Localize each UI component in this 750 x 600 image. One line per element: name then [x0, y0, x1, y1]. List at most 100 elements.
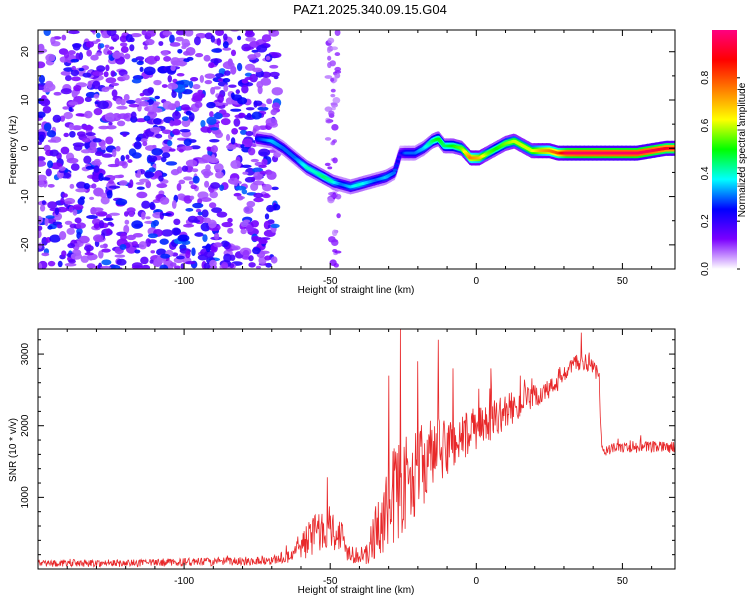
spectrogram-cell	[140, 256, 149, 265]
spectrogram-cell	[245, 107, 255, 111]
spectrogram-cell	[185, 261, 196, 265]
spectrogram-cell	[184, 30, 194, 37]
spectrogram-cell	[98, 220, 105, 229]
spectrogram-cell	[167, 74, 173, 83]
spectrogram-cell	[199, 74, 205, 83]
spectrogram-cell	[189, 195, 195, 200]
spectrogram-cell	[120, 155, 125, 162]
spectrogram-cell	[264, 213, 270, 220]
spectrogram-cell	[183, 223, 195, 228]
spectrogram-cell	[143, 66, 156, 76]
spectrogram-cell	[89, 140, 97, 150]
spectrogram-cell	[230, 160, 242, 169]
spectrogram-cell	[192, 175, 200, 184]
spectrogram-cell	[252, 247, 261, 255]
spectrogram-cell	[265, 55, 271, 61]
spectrogram-cell	[248, 262, 256, 268]
spectrogram-cell	[253, 192, 264, 199]
spectrogram-cell	[217, 94, 224, 103]
spectrogram-cell	[393, 168, 398, 172]
spectrogram-cell	[156, 183, 168, 189]
spectrogram-cell	[101, 259, 112, 266]
spectrogram-cells	[38, 30, 675, 269]
spectrogram-cell	[253, 197, 264, 203]
spectrogram-cell	[162, 30, 173, 36]
spectrogram-cell	[167, 82, 179, 90]
spectrogram-cell	[209, 138, 220, 143]
spectrogram-cell	[73, 84, 82, 92]
spectrogram-cell	[185, 110, 192, 116]
spectrogram-cell	[161, 84, 168, 89]
spectrogram-cell	[149, 259, 154, 264]
spectrogram-cell	[252, 180, 265, 186]
spectrogram-cell	[227, 227, 234, 234]
spectrogram-cell	[248, 255, 254, 262]
spectrogram-cell	[191, 219, 201, 223]
spectrogram-cell	[191, 247, 196, 257]
spectrogram-cell	[249, 73, 258, 83]
spectrogram-cell	[258, 164, 267, 168]
spectrogram-cell	[203, 170, 211, 179]
spectrogram-cell	[231, 127, 239, 135]
spectrogram-cell	[144, 171, 155, 178]
spectrogram-cell	[147, 155, 158, 163]
spectrogram-cell	[395, 159, 401, 163]
x-tick-label: 0	[474, 276, 480, 287]
spectrogram-cell	[83, 155, 92, 164]
spectrogram-cell	[332, 97, 341, 104]
spectrogram-frame	[37, 29, 676, 270]
spectrogram-cell	[210, 145, 218, 153]
spectrogram-cell	[131, 220, 143, 229]
spectrogram-cell	[190, 184, 198, 190]
spectrogram-cell	[49, 234, 61, 243]
spectrogram-cell	[252, 67, 263, 73]
spectrogram-cell	[331, 124, 339, 131]
spectrogram-cell	[171, 199, 177, 209]
spectrogram-cell	[213, 163, 224, 172]
spectrogram-cell	[59, 231, 67, 240]
spectrogram-cell	[213, 86, 221, 90]
snr-x-ticks: -100 -50 0 50	[66, 329, 653, 587]
colorbar-ticks: 0.0 0.2 0.4 0.6 0.8	[700, 70, 740, 276]
spectrogram-cell	[245, 130, 254, 137]
spectrogram-cell	[52, 212, 63, 221]
spectrogram-cell	[221, 112, 231, 118]
spectrogram-cell	[45, 215, 55, 219]
spectrogram-cell	[103, 71, 109, 78]
spectrogram-cell	[219, 184, 225, 191]
spectrogram-cell	[216, 211, 228, 218]
spectrogram-cell	[92, 138, 102, 143]
spectrogram-cell	[69, 130, 76, 138]
spectrogram-cell	[329, 259, 337, 266]
spectrogram-cell	[139, 92, 145, 97]
spectrogram-cell	[38, 134, 45, 143]
spectrogram-cell	[132, 232, 144, 238]
spectrogram-y-ticks: -20 -10 0 10 20	[20, 46, 675, 270]
spectrogram-cell	[181, 165, 189, 172]
spectrogram-cell	[231, 245, 241, 251]
spectrogram-cell	[38, 156, 46, 162]
colorbar: 0.0 0.2 0.4 0.6 0.8 Normalized spectral ampl…	[700, 30, 748, 276]
spectrogram-cell	[94, 151, 104, 156]
spectrogram-cell	[266, 204, 275, 213]
spectrogram-cell	[140, 211, 146, 220]
spectrogram-cell	[50, 36, 56, 45]
spectrogram-cell	[255, 265, 262, 269]
spectrogram-cell	[192, 202, 204, 209]
spectrogram-cell	[245, 224, 254, 233]
spectrogram-cell	[106, 30, 117, 37]
spectrogram-cell	[122, 132, 128, 138]
y-tick-label: -10	[20, 189, 31, 204]
spectrogram-cell	[161, 129, 172, 135]
spectrogram-cell	[240, 228, 247, 235]
spectrogram-cell	[266, 98, 273, 105]
spectrogram-cell	[327, 37, 335, 44]
spectrogram-cell	[179, 129, 191, 133]
spectrogram-cell	[261, 103, 267, 108]
spectrogram-cell	[324, 137, 332, 141]
spectrogram-cell	[170, 169, 180, 176]
spectrogram-cell	[61, 34, 67, 41]
spectrogram-cell	[244, 76, 253, 81]
spectrogram-cell	[95, 52, 102, 57]
